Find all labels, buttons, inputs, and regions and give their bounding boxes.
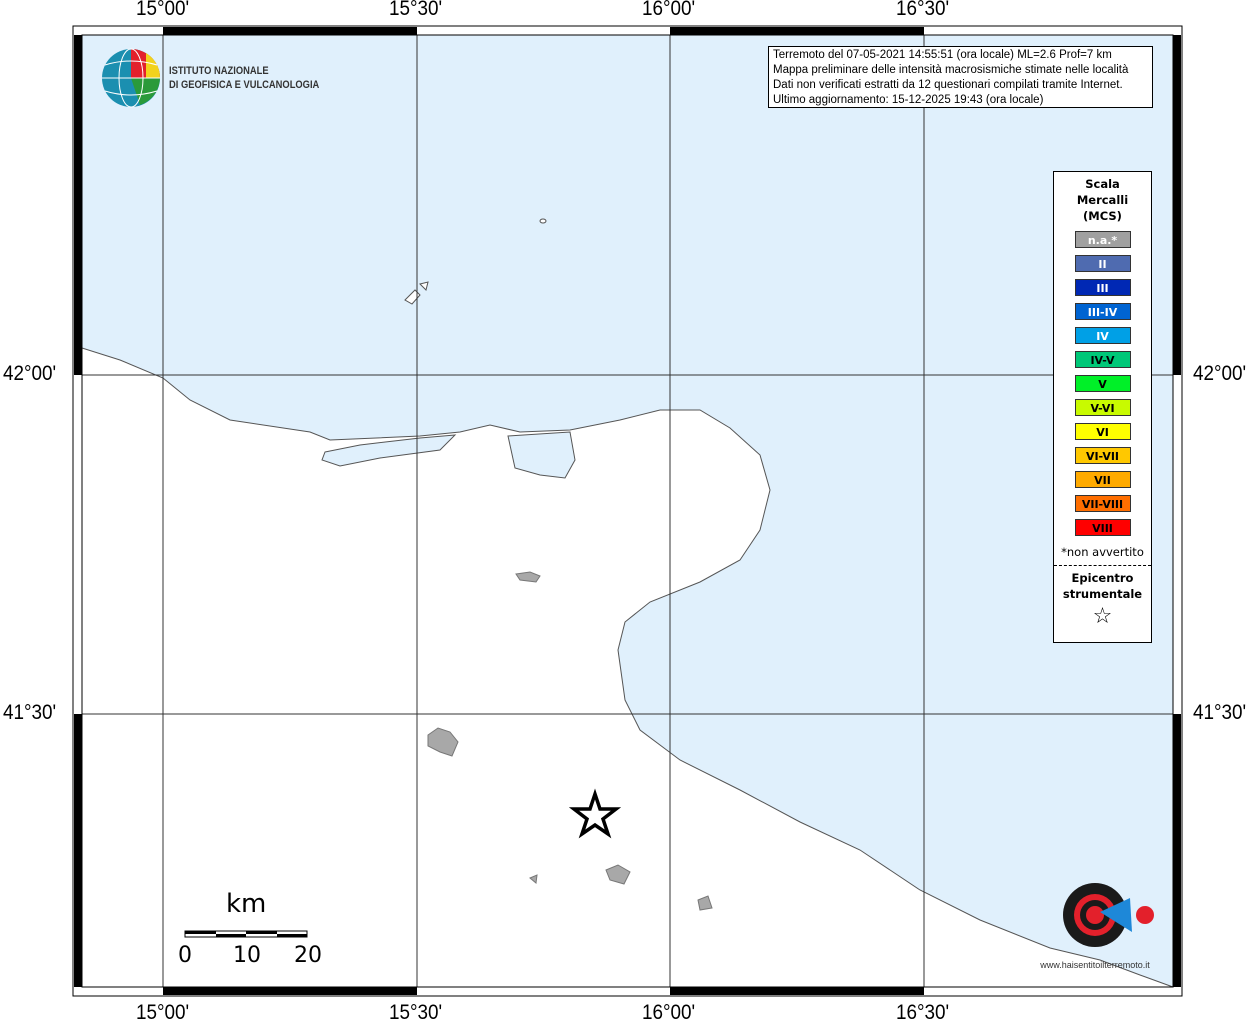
event-info-line: Terremoto del 07-05-2021 14:55:51 (ora l…: [773, 49, 1112, 61]
urban-area: [605, 864, 631, 885]
lon-tick-bottom: 16°00': [641, 1001, 696, 1024]
sea: [81, 34, 1174, 988]
pianosa-island: [539, 218, 547, 224]
epicenter-label-line: Epicentro: [1071, 571, 1134, 585]
legend-divider: [1054, 565, 1151, 566]
hsit-logo-text: www.haisentitoilterremoto.it: [1040, 960, 1150, 970]
scale-unit: km: [226, 889, 267, 919]
lon-tick-bottom: 16°30': [895, 1001, 950, 1024]
legend-title: Scala Mercalli (MCS): [1054, 176, 1151, 224]
lat-tick-right: 41°30': [1192, 701, 1247, 724]
scale-label: 20: [294, 943, 322, 968]
map-frame: [72, 25, 1183, 997]
lon-tick-top: 15°30': [388, 0, 443, 20]
lat-tick-left: 42°00': [2, 362, 57, 385]
lat-tick-left: 41°30': [2, 701, 57, 724]
urban-area: [515, 571, 541, 583]
ingv-logo-line: ISTITUTO NAZIONALE: [169, 65, 269, 77]
lon-tick-top: 16°30': [895, 0, 950, 20]
event-info-box: Terremoto del 07-05-2021 14:55:51 (ora l…: [768, 46, 1153, 108]
legend-swatch: IV: [1074, 327, 1131, 344]
legend-title-line: Scala: [1085, 177, 1120, 191]
lon-tick-top: 15°00': [135, 0, 190, 20]
lagoon-varano: [507, 431, 576, 479]
legend-swatch: II: [1074, 255, 1131, 272]
legend-swatch: VI: [1074, 423, 1131, 440]
legend-swatch: VIII: [1074, 519, 1131, 536]
event-info-line: Dati non verificati estratti da 12 quest…: [773, 79, 1123, 91]
legend-swatch: VII: [1074, 471, 1131, 488]
legend-swatch: n.a.*: [1074, 231, 1131, 248]
urban-areas: [427, 571, 713, 911]
lagoon-lesina: [321, 434, 457, 467]
scale-bar: [184, 930, 308, 938]
urban-area: [427, 727, 459, 757]
hsit-logo-graphic: [1063, 883, 1154, 947]
epicenter-legend-label: Epicentro strumentale: [1054, 570, 1151, 602]
ingv-globe-icon: [102, 48, 161, 108]
legend-swatch: VII-VIII: [1074, 495, 1131, 512]
legend-title-line: Mercalli: [1076, 193, 1129, 207]
epicenter-label-line: strumentale: [1062, 587, 1143, 601]
event-info-line: Ultimo aggiornamento: 15-12-2025 19:43 (…: [773, 94, 1044, 106]
lon-tick-top: 16°00': [641, 0, 696, 20]
legend-swatches: n.a.* II III III-IV IV IV-V V V-VI VI VI-VII VII VI…: [1054, 231, 1151, 536]
legend-swatch: IV-V: [1074, 351, 1131, 368]
graticule: [82, 35, 1173, 987]
ingv-logo-line: DI GEOFISICA E VULCANOLOGIA: [169, 79, 320, 91]
scale-label: 10: [233, 943, 261, 968]
legend-title-line: (MCS): [1083, 209, 1122, 223]
legend-swatch: V: [1074, 375, 1131, 392]
urban-area: [529, 874, 538, 884]
urban-area: [697, 895, 713, 911]
event-info-line: Mappa preliminare delle intensità macros…: [773, 64, 1129, 76]
lat-tick-right: 42°00': [1192, 362, 1247, 385]
star-icon: ☆: [1092, 604, 1113, 629]
scale-label: 0: [178, 943, 192, 968]
lon-tick-bottom: 15°00': [135, 1001, 190, 1024]
ingv-logo-text: ISTITUTO NAZIONALE DI GEOFISICA E VULCAN…: [169, 64, 319, 92]
legend-note: *non avvertito: [1061, 545, 1144, 559]
lon-tick-bottom: 15°30': [388, 1001, 443, 1024]
legend-swatch: III: [1074, 279, 1131, 296]
epicenter-star: [568, 788, 622, 839]
legend-swatch: VI-VII: [1074, 447, 1131, 464]
legend-swatch: V-VI: [1074, 399, 1131, 416]
legend-swatch: III-IV: [1074, 303, 1131, 320]
mcs-legend: Scala Mercalli (MCS) n.a.* II III III-IV IV I…: [1053, 171, 1152, 643]
